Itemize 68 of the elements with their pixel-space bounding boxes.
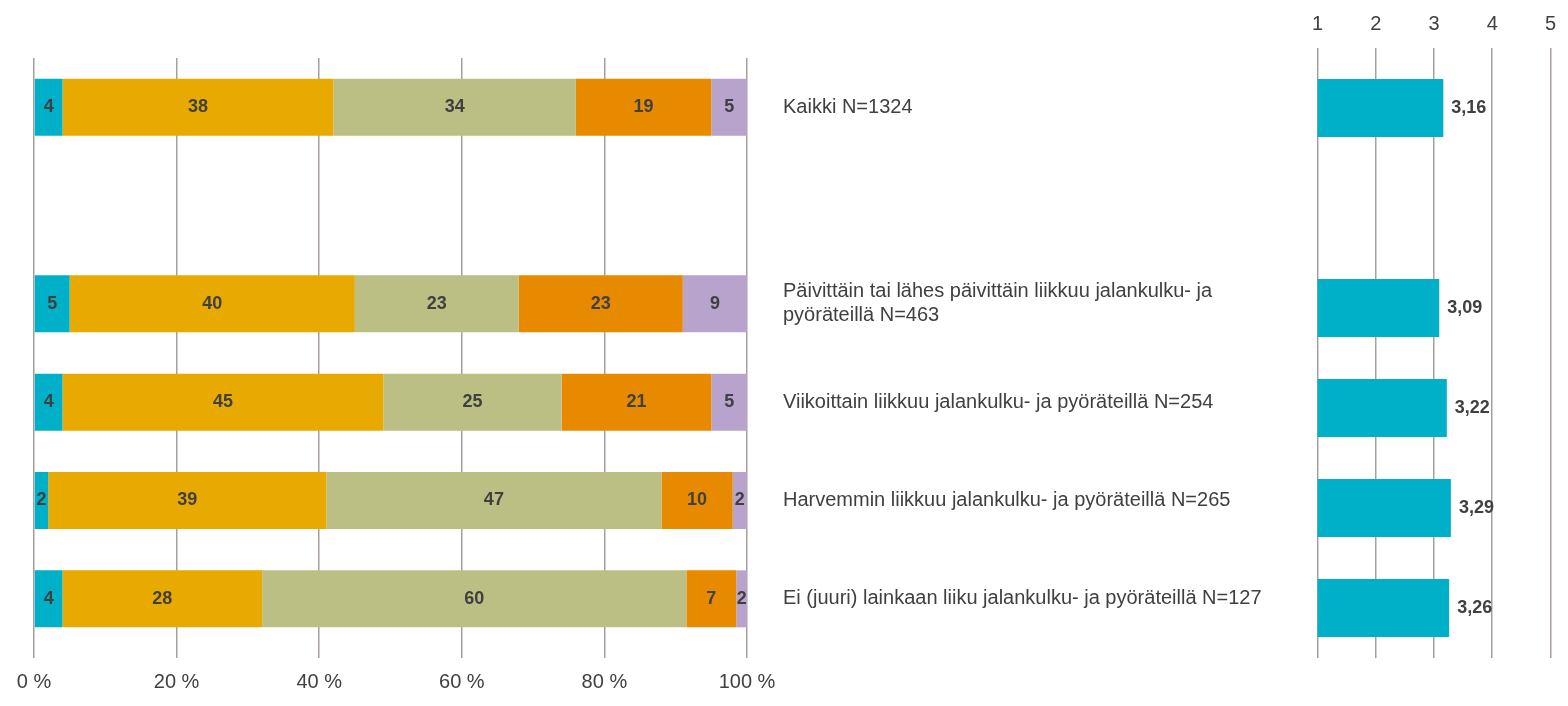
data-label: 23 (590, 292, 611, 313)
data-label: 2 (36, 489, 47, 510)
data-label: 9 (709, 292, 720, 313)
data-label: 40 (202, 292, 223, 313)
bar (711, 373, 747, 431)
data-label: 4 (43, 96, 54, 117)
data-label: 3,09 (1447, 296, 1483, 317)
data-label: 7 (706, 587, 717, 608)
y-tick-label: Viikoittain liikkuu jalankulku- ja pyöräteillä N=254 (783, 389, 1214, 412)
data-label: 5 (724, 96, 735, 117)
x-tick-label: 20 % (153, 669, 200, 692)
data-label: 3,26 (1457, 596, 1493, 617)
y-tick-label: Päivittäin tai lähes päivittäin liikkuu jalankulku- ja pyöräteillä N=463 (783, 279, 1213, 326)
x2-tick-label: 1 (1312, 11, 1324, 34)
x-tick-label: 40 % (296, 669, 343, 692)
data-label: 2 (734, 489, 745, 510)
bar (518, 275, 683, 333)
data-label: 5 (724, 391, 735, 412)
bar (34, 275, 70, 333)
bar (69, 275, 355, 333)
data-label: 23 (426, 292, 447, 313)
data-label: 28 (152, 587, 173, 608)
bar (62, 373, 384, 431)
bar (682, 275, 747, 333)
data-label: 3,22 (1454, 396, 1490, 417)
bar (575, 78, 712, 136)
data-label: 39 (177, 489, 198, 510)
bar (686, 570, 737, 628)
bar (48, 471, 327, 530)
data-label: 4 (43, 391, 54, 412)
data-label: 3,16 (1451, 96, 1487, 117)
data-label: 21 (626, 391, 647, 412)
x-tick-label: 60 % (439, 669, 485, 692)
bar (711, 78, 747, 136)
bar (561, 373, 712, 431)
x-tick-label: 80 % (581, 669, 628, 692)
data-label: 60 (464, 587, 485, 608)
data-label: 4 (43, 587, 54, 608)
data-label: 5 (47, 292, 58, 313)
y-tick-label: Harvemmin liikkuu jalankulku- ja pyöräteillä N=265 (783, 488, 1231, 511)
x2-tick-label: 2 (1370, 11, 1382, 34)
data-label: 47 (483, 489, 504, 510)
data-label: 19 (633, 96, 654, 117)
data-label: 38 (187, 96, 209, 117)
bar (661, 471, 733, 530)
x-tick-label: 0 % (16, 669, 52, 692)
bar (333, 78, 576, 136)
bar (62, 78, 334, 136)
data-label: 3,29 (1458, 496, 1494, 517)
bar (383, 373, 562, 431)
x2-tick-label: 3 (1428, 11, 1440, 34)
data-label: 2 (736, 587, 747, 608)
data-label: 10 (687, 489, 708, 510)
data-label: 34 (444, 96, 465, 117)
x-tick-label: 100 % (718, 669, 776, 692)
data-label: 45 (212, 391, 233, 412)
bar (34, 373, 63, 431)
bar (34, 78, 63, 136)
x2-tick-label: 4 (1486, 11, 1498, 34)
bar (262, 570, 687, 628)
data-label: 25 (462, 391, 483, 412)
bar (62, 570, 263, 628)
x2-tick-label: 5 (1544, 11, 1556, 34)
bar (326, 471, 662, 530)
bar (354, 275, 519, 333)
y-tick-label: Kaikki N=1324 (783, 94, 913, 117)
y-tick-label: Ei (juuri) lainkaan liiku jalankulku- ja pyöräteillä N=127 (783, 586, 1262, 609)
bar (34, 570, 63, 628)
